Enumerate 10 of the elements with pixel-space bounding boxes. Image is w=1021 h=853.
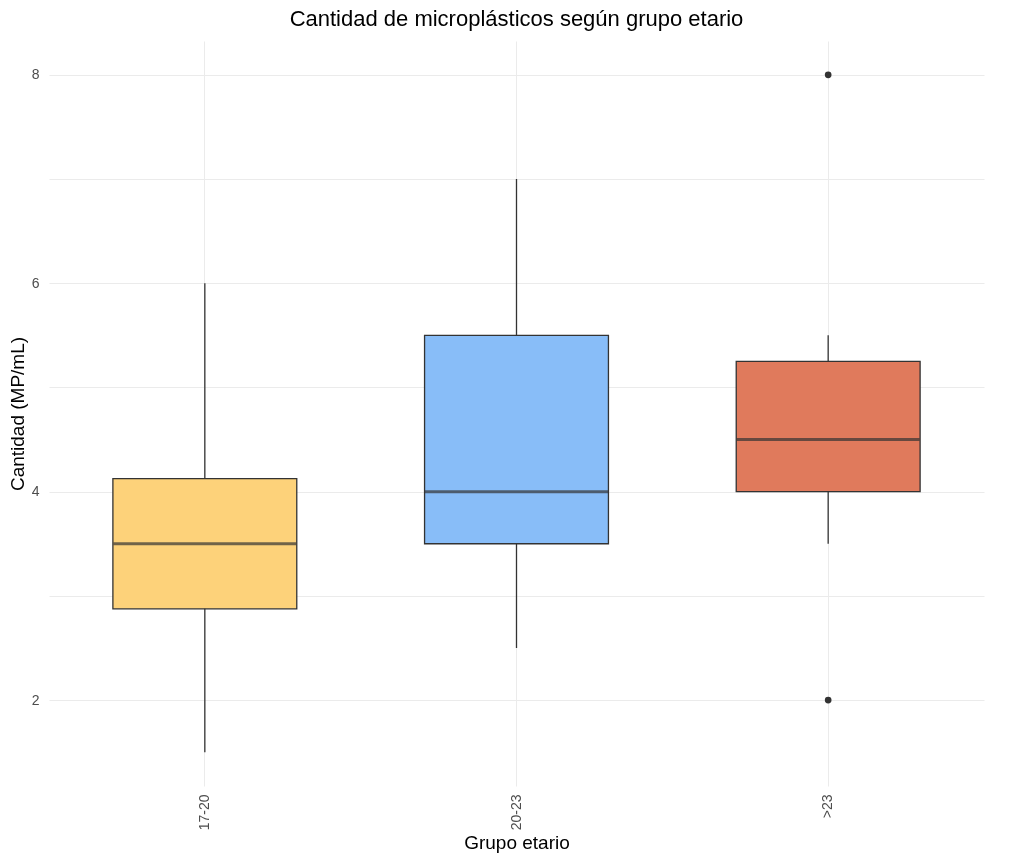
- x-axis-title: Grupo etario: [464, 832, 570, 853]
- y-tick-label: 6: [31, 274, 40, 291]
- y-tick-label: 8: [31, 66, 40, 83]
- chart-title: Cantidad de microplásticos según grupo etario: [289, 6, 744, 31]
- y-tick-label: 4: [31, 483, 40, 500]
- x-tick-label: 20-23: [507, 794, 524, 831]
- x-tick-label: >23: [819, 794, 836, 819]
- y-axis-title: Cantidad (MP/mL): [6, 336, 28, 492]
- x-tick-label: 17-20: [195, 794, 212, 831]
- y-tick-label: 2: [31, 691, 40, 708]
